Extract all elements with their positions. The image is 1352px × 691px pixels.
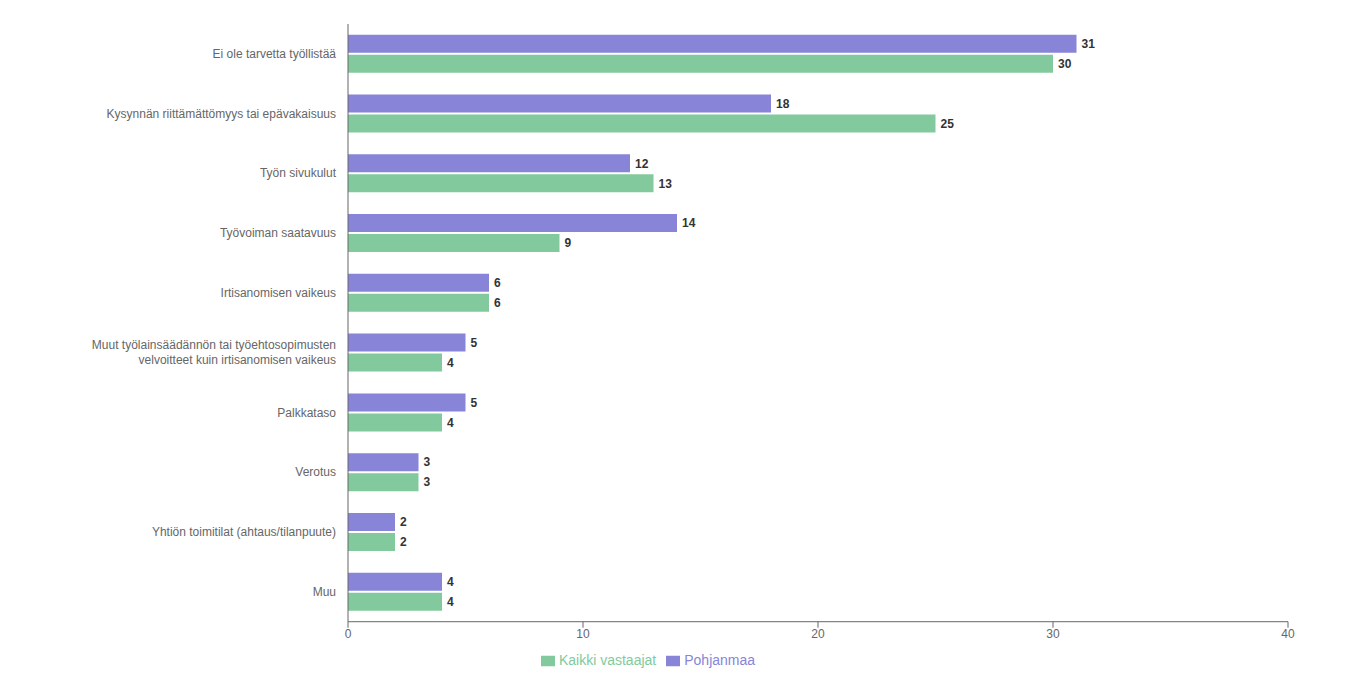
svg-text:9: 9: [565, 236, 572, 250]
svg-text:Irtisanomisen vaikeus: Irtisanomisen vaikeus: [221, 286, 336, 300]
svg-text:10: 10: [576, 627, 590, 641]
svg-text:30: 30: [1046, 627, 1060, 641]
svg-text:20: 20: [811, 627, 825, 641]
svg-text:2: 2: [400, 535, 407, 549]
svg-text:6: 6: [494, 276, 501, 290]
html-text:Pohjanmaa: Pohjanmaa: [684, 651, 755, 668]
svg-text:6: 6: [494, 296, 501, 310]
svg-text:2: 2: [400, 515, 407, 529]
svg-text:Työn sivukulut: Työn sivukulut: [260, 166, 337, 180]
svg-text:30: 30: [1058, 57, 1072, 71]
svg-text:Muut työlainsäädännön tai työe: Muut työlainsäädännön tai työehtosopimus…: [92, 338, 336, 367]
svg-text:4: 4: [447, 575, 454, 589]
svg-text:40: 40: [1281, 627, 1295, 641]
svg-text:4: 4: [447, 356, 454, 370]
svg-text:0: 0: [345, 627, 352, 641]
svg-text:4: 4: [447, 595, 454, 609]
svg-text:3: 3: [424, 455, 431, 469]
svg-text:12: 12: [635, 157, 649, 171]
svg-text:Yhtiön toimitilat (ahtaus/tila: Yhtiön toimitilat (ahtaus/tilanpuute): [152, 525, 336, 539]
svg-text:31: 31: [1082, 37, 1096, 51]
svg-text:18: 18: [776, 97, 790, 111]
svg-text:25: 25: [941, 117, 955, 131]
svg-text:5: 5: [471, 336, 478, 350]
svg-text:Verotus: Verotus: [295, 465, 336, 479]
svg-text:5: 5: [471, 396, 478, 410]
svg-text:Muu: Muu: [313, 585, 336, 599]
svg-text:4: 4: [447, 416, 454, 430]
svg-text:13: 13: [659, 177, 673, 191]
svg-text:Palkkataso: Palkkataso: [277, 406, 336, 420]
svg-text:Työvoiman saatavuus: Työvoiman saatavuus: [220, 226, 336, 240]
html-text:Kaikki vastaajat: Kaikki vastaajat: [558, 651, 657, 668]
svg-text:14: 14: [682, 216, 696, 230]
svg-text:Kysynnän riittämättömyys tai e: Kysynnän riittämättömyys tai epävakaisuu…: [107, 107, 336, 121]
svg-text:3: 3: [424, 475, 431, 489]
svg-text:Ei ole tarvetta työllistää: Ei ole tarvetta työllistää: [213, 47, 337, 61]
